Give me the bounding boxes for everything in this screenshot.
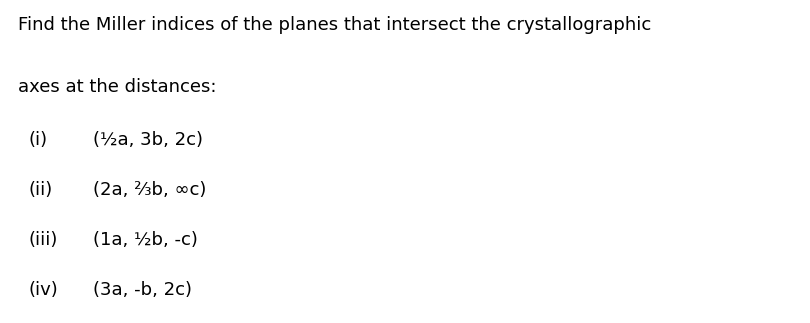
Text: (i): (i) (28, 131, 48, 149)
Text: (3a, -b, 2c): (3a, -b, 2c) (93, 281, 192, 299)
Text: axes at the distances:: axes at the distances: (18, 78, 216, 96)
Text: (iv): (iv) (28, 281, 58, 299)
Text: (1a, ½b, -c): (1a, ½b, -c) (93, 231, 198, 249)
Text: Find the Miller indices of the planes that intersect the crystallographic: Find the Miller indices of the planes th… (18, 16, 651, 34)
Text: (½a, 3b, 2c): (½a, 3b, 2c) (93, 131, 203, 149)
Text: (2a, ²⁄₃b, ∞c): (2a, ²⁄₃b, ∞c) (93, 181, 207, 199)
Text: (ii): (ii) (28, 181, 53, 199)
Text: (iii): (iii) (28, 231, 58, 249)
